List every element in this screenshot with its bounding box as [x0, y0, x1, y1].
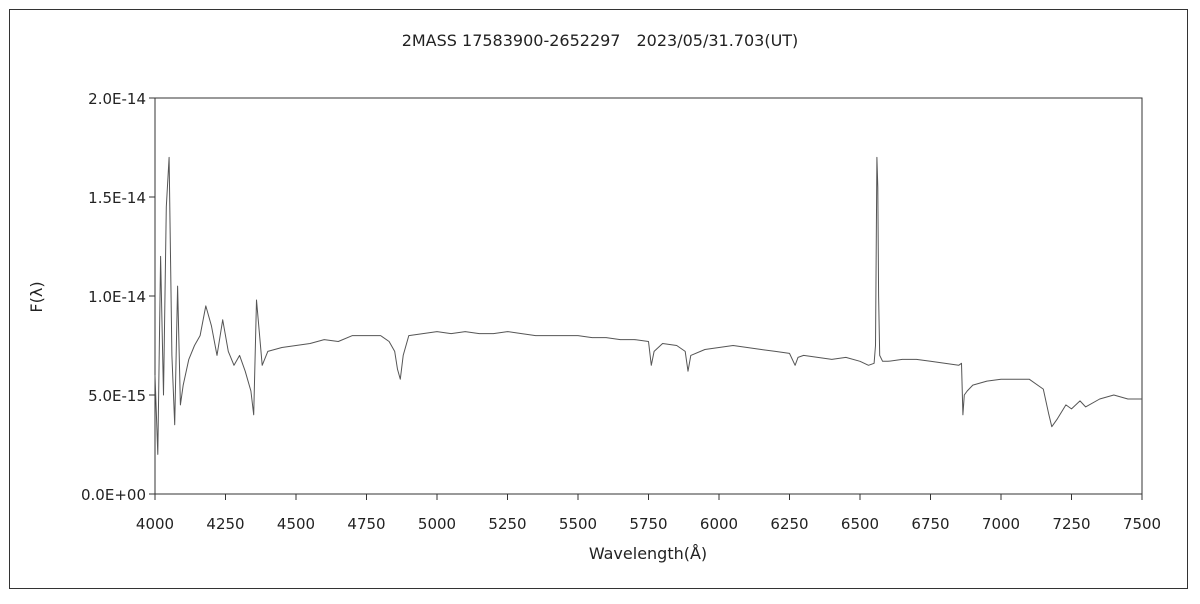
chart-title: 2MASS 17583900-2652297 2023/05/31.703(UT…: [402, 31, 799, 50]
x-tick-label: 5250: [488, 515, 526, 533]
x-tick-label: 4250: [206, 515, 244, 533]
x-tick-label: 6000: [700, 515, 738, 533]
y-tick-label: 1.5E-14: [88, 189, 146, 207]
y-tick-label: 5.0E-15: [88, 387, 146, 405]
x-tick-label: 5000: [418, 515, 456, 533]
x-tick-label: 6500: [841, 515, 879, 533]
x-tick-label: 5750: [629, 515, 667, 533]
y-tick-label: 2.0E-14: [88, 90, 146, 108]
x-axis: 4000 4250 4500 4750 5000 5250 5500 5750 6000 6250…: [136, 494, 1161, 533]
y-axis-label: F(λ): [27, 281, 46, 312]
spectrum-series-line: [154, 156, 1142, 455]
chart-area-border: [9, 9, 1188, 589]
x-tick-label: 6250: [770, 515, 808, 533]
y-axis: 0.0E+00 5.0E-15 1.0E-14 1.5E-14 2.0E-14: [81, 90, 155, 504]
x-tick-label: 4500: [277, 515, 315, 533]
x-tick-label: 5500: [559, 515, 597, 533]
x-tick-label: 4750: [347, 515, 385, 533]
x-axis-label: Wavelength(Å): [589, 544, 707, 563]
series-layer: [154, 156, 1142, 455]
x-tick-label: 7000: [982, 515, 1020, 533]
x-tick-label: 6750: [911, 515, 949, 533]
x-tick-label: 4000: [136, 515, 174, 533]
y-tick-label: 1.0E-14: [88, 288, 146, 306]
x-tick-label: 7500: [1123, 515, 1161, 533]
y-tick-label: 0.0E+00: [81, 486, 146, 504]
x-tick-label: 7250: [1052, 515, 1090, 533]
